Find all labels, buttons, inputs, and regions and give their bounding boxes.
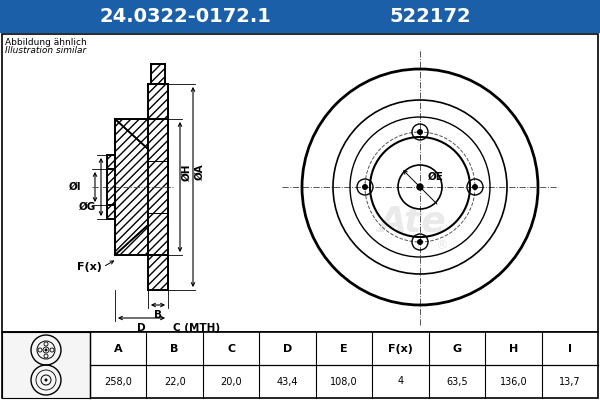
Bar	[2, 332, 598, 398]
Text: A: A	[114, 344, 122, 354]
Bar	[115, 119, 168, 255]
Text: 63,5: 63,5	[446, 376, 468, 386]
Text: 20,0: 20,0	[220, 376, 242, 386]
Circle shape	[362, 184, 368, 190]
Text: 4: 4	[397, 376, 404, 386]
Text: ®: ®	[435, 239, 448, 252]
Text: 136,0: 136,0	[500, 376, 527, 386]
Circle shape	[417, 239, 423, 245]
Bar	[107, 155, 115, 169]
Bar	[107, 155, 115, 219]
Text: 13,7: 13,7	[559, 376, 581, 386]
Text: G: G	[452, 344, 461, 354]
Text: 522172: 522172	[389, 6, 471, 26]
Text: 22,0: 22,0	[164, 376, 185, 386]
Bar	[151, 64, 165, 84]
Text: D: D	[283, 344, 292, 354]
Text: ØG: ØG	[79, 202, 96, 212]
Circle shape	[472, 184, 478, 190]
Text: ØI: ØI	[68, 182, 81, 192]
Text: ØH: ØH	[182, 163, 192, 181]
Text: ØA: ØA	[195, 164, 205, 180]
Text: C (MTH): C (MTH)	[173, 323, 220, 333]
Text: Abbildung ähnlich: Abbildung ähnlich	[5, 38, 87, 47]
Bar	[148, 225, 168, 290]
Text: 258,0: 258,0	[104, 376, 132, 386]
Text: E: E	[340, 344, 348, 354]
Text: Ate: Ate	[378, 205, 446, 239]
Text: ØE: ØE	[428, 172, 444, 182]
Text: Illustration similar: Illustration similar	[5, 46, 86, 55]
Text: C: C	[227, 344, 235, 354]
Circle shape	[44, 348, 47, 352]
Text: B: B	[154, 310, 162, 320]
Text: F(x): F(x)	[388, 344, 413, 354]
Circle shape	[44, 378, 47, 382]
Text: 24.0322-0172.1: 24.0322-0172.1	[99, 6, 271, 26]
Text: B: B	[170, 344, 179, 354]
Text: H: H	[509, 344, 518, 354]
Bar	[148, 84, 168, 149]
Bar	[2, 332, 90, 398]
Text: I: I	[568, 344, 572, 354]
Bar	[2, 34, 598, 332]
Bar	[0, 0, 600, 32]
Text: 108,0: 108,0	[330, 376, 358, 386]
Circle shape	[417, 129, 423, 135]
Bar	[107, 205, 115, 219]
Circle shape	[417, 184, 423, 190]
Text: D: D	[137, 323, 146, 333]
Text: 43,4: 43,4	[277, 376, 298, 386]
Text: F(x): F(x)	[77, 262, 102, 272]
